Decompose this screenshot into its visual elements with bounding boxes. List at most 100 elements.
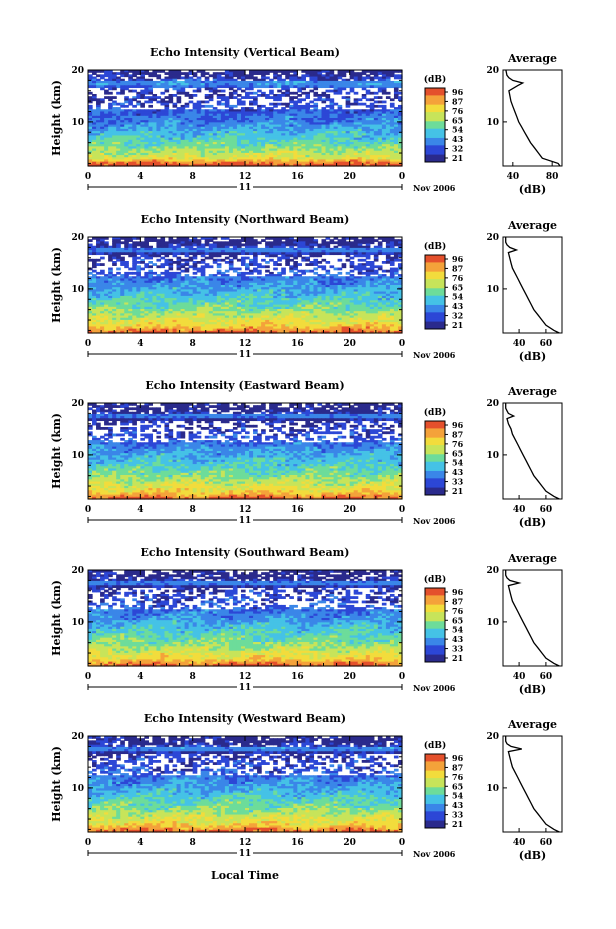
heatmap-cell [92, 265, 97, 269]
heatmap-cell [116, 237, 121, 240]
colorbar-segment [425, 89, 445, 93]
heatmap-cell [253, 276, 258, 280]
heatmap-cell [100, 155, 105, 158]
heatmap-cell [365, 135, 371, 139]
heatmap-cell [353, 159, 359, 163]
heatmap-cell [273, 287, 278, 290]
heatmap-cell [232, 282, 238, 286]
colorbar-tick-label: 87 [452, 96, 463, 106]
heatmap-cell [325, 113, 331, 117]
heatmap-cell [136, 157, 141, 161]
heatmap-cell [172, 111, 178, 115]
heatmap-cell [180, 276, 186, 280]
heatmap-cell [120, 274, 125, 277]
heatmap-cell [357, 139, 363, 143]
heatmap-cell [96, 282, 101, 286]
heatmap-cell [192, 252, 198, 256]
heatmap-cell [132, 285, 137, 288]
heatmap-cell [273, 237, 278, 240]
heatmap-cell [249, 70, 254, 73]
heatmap-cell [329, 280, 335, 284]
heatmap-cell [112, 109, 117, 113]
heatmap-cell [116, 139, 121, 143]
heatmap-cell [349, 274, 355, 277]
heatmap-cell [208, 104, 214, 108]
heatmap-cell [269, 148, 274, 152]
heatmap-cell [240, 261, 246, 264]
heatmap-cell [124, 131, 129, 134]
heatmap-cell [216, 287, 222, 290]
heatmap-cell [124, 146, 129, 150]
heatmap-cell [313, 157, 319, 161]
heatmap-cell [176, 287, 182, 290]
heatmap-cell [88, 267, 93, 271]
heatmap-cell [349, 70, 355, 73]
heatmap-cell [120, 280, 125, 284]
heatmap-cell [269, 70, 274, 73]
heatmap-cell [116, 252, 121, 256]
heatmap-cell [144, 263, 149, 266]
heatmap-cell [385, 142, 391, 145]
heatmap-cell [216, 142, 222, 145]
heatmap-cell [220, 159, 226, 163]
heatmap-cell [224, 80, 230, 84]
heatmap-cell [269, 254, 274, 258]
heatmap-cell [148, 254, 154, 258]
heatmap-cell [353, 252, 359, 256]
heatmap-cell [236, 258, 242, 262]
heatmap-cell [160, 148, 166, 152]
heatmap-cell [381, 161, 387, 165]
heatmap-cell [184, 111, 190, 115]
heatmap-cell [100, 100, 105, 104]
heatmap-cell [385, 152, 391, 156]
heatmap-cell [245, 83, 250, 86]
heatmap-cell [88, 133, 93, 137]
heatmap-cell [116, 137, 121, 141]
heatmap-cell [220, 243, 226, 247]
heatmap-cell [92, 269, 97, 273]
heatmap-cell [176, 113, 182, 117]
heatmap-cell [148, 124, 154, 128]
heatmap-cell [240, 271, 246, 275]
heatmap-cell [293, 254, 298, 258]
heatmap-cell [120, 285, 125, 288]
heatmap-cell [176, 152, 182, 156]
heatmap-cell [337, 72, 343, 75]
heatmap-cell [232, 161, 238, 165]
heatmap-cell [104, 157, 109, 161]
heatmap-cell [373, 74, 379, 78]
heatmap-cell [349, 131, 355, 134]
heatmap-cell [184, 155, 190, 158]
heatmap-cell [228, 280, 234, 284]
heatmap-cell [301, 269, 306, 273]
heatmap-cell [261, 150, 266, 154]
heatmap-cell [216, 152, 222, 156]
heatmap-cell [100, 142, 105, 145]
heatmap-cell [381, 131, 387, 134]
heatmap-cell [232, 280, 238, 284]
heatmap-cell [236, 115, 242, 119]
heatmap-cell [96, 135, 101, 139]
heatmap-cell [208, 139, 214, 143]
heatmap-cell [285, 237, 290, 240]
heatmap-cell [176, 150, 182, 154]
heatmap-cell [192, 148, 198, 152]
heatmap-cell [112, 274, 117, 277]
heatmap-cell [184, 131, 190, 134]
heatmap-cell [393, 280, 399, 284]
heatmap-cell [164, 131, 170, 134]
heatmap-cell [333, 267, 339, 271]
heatmap-cell [208, 282, 214, 286]
heatmap-cell [269, 241, 274, 245]
heatmap-cell [365, 269, 371, 273]
heatmap-cell [104, 276, 109, 280]
heatmap-cell [196, 252, 202, 256]
heatmap-cell [104, 128, 109, 132]
heatmap-cell [261, 282, 266, 286]
heatmap-cell [204, 237, 210, 240]
heatmap-cell [168, 243, 174, 247]
heatmap-cell [349, 128, 355, 132]
heatmap-cell [325, 276, 331, 280]
heatmap-cell [232, 285, 238, 288]
heatmap-cell [341, 131, 347, 134]
